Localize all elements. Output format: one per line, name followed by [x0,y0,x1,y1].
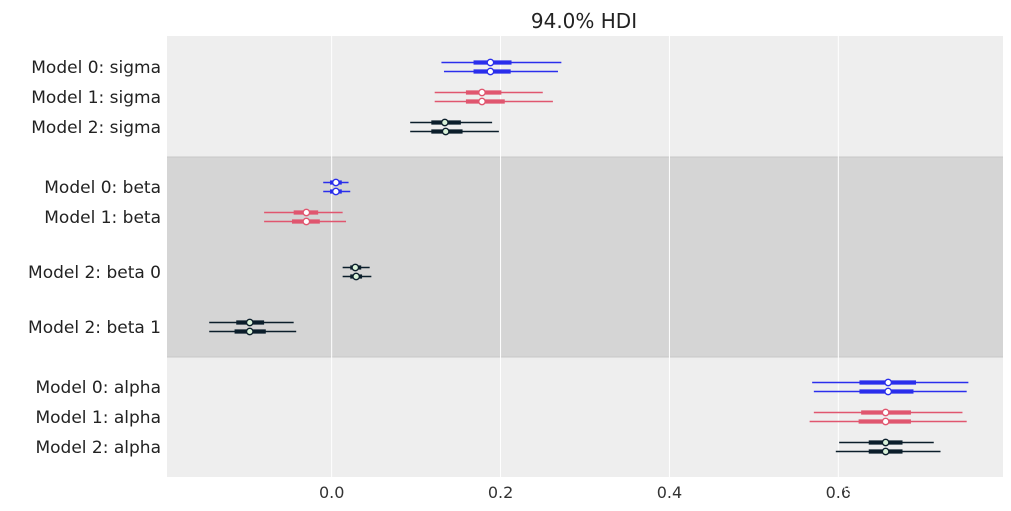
gridlines [331,36,839,477]
row-label: Model 1: beta [44,208,161,228]
median-point [881,408,890,417]
median-point [332,187,340,196]
median-point [441,127,450,136]
median-point [881,438,890,447]
median-point [302,217,311,226]
row-label: Model 2: beta 1 [28,318,161,338]
median-point [884,387,893,396]
median-point [245,327,254,336]
row-label: Model 2: alpha [35,438,161,458]
median-point [352,272,361,281]
median-point [478,97,486,106]
row-label: Model 1: sigma [31,88,161,108]
row-label: Model 0: beta [44,178,161,198]
x-tick-label: 0.2 [488,483,513,502]
group-bands [167,36,1003,477]
watermark: @稀土掘金技术社区 [843,477,996,497]
x-tick-label: 0.6 [826,483,851,502]
row-label: Model 0: sigma [31,58,161,78]
band-beta [167,157,1003,357]
row-labels: Model 0: sigma Model 1: sigma Model 2: sig… [28,58,161,458]
median-point [332,178,340,187]
median-point [881,447,890,456]
median-point [245,318,254,327]
median-point [440,118,449,127]
band-alpha [167,357,1003,477]
chart-title: 94.0% HDI [531,9,637,33]
row-label: Model 1: alpha [35,408,161,428]
median-point [478,88,486,97]
median-point [881,417,890,426]
median-point [486,58,495,67]
median-point [486,67,495,76]
median-point [302,208,311,217]
median-point [351,263,360,272]
x-axis-ticks: 0.0 0.2 0.4 0.6 [319,483,851,502]
row-label: Model 2: beta 0 [28,263,161,283]
row-label: Model 2: sigma [31,118,161,138]
chart-marks [209,58,969,456]
median-point [884,378,893,387]
x-tick-label: 0.0 [319,483,344,502]
x-tick-label: 0.4 [657,483,682,502]
row-label: Model 0: alpha [35,378,161,398]
band-sigma [167,36,1003,157]
